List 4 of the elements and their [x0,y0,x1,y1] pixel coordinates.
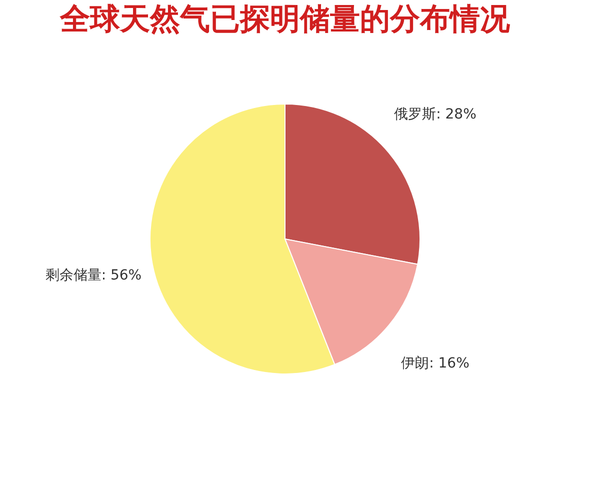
chart-title: 全球天然气已探明储量的分布情况 [59,2,511,37]
slice-label: 伊朗: 16% [401,355,470,372]
slice-label: 剩余储量: 56% [45,268,142,284]
slice-label: 俄罗斯: 28% [394,106,476,123]
